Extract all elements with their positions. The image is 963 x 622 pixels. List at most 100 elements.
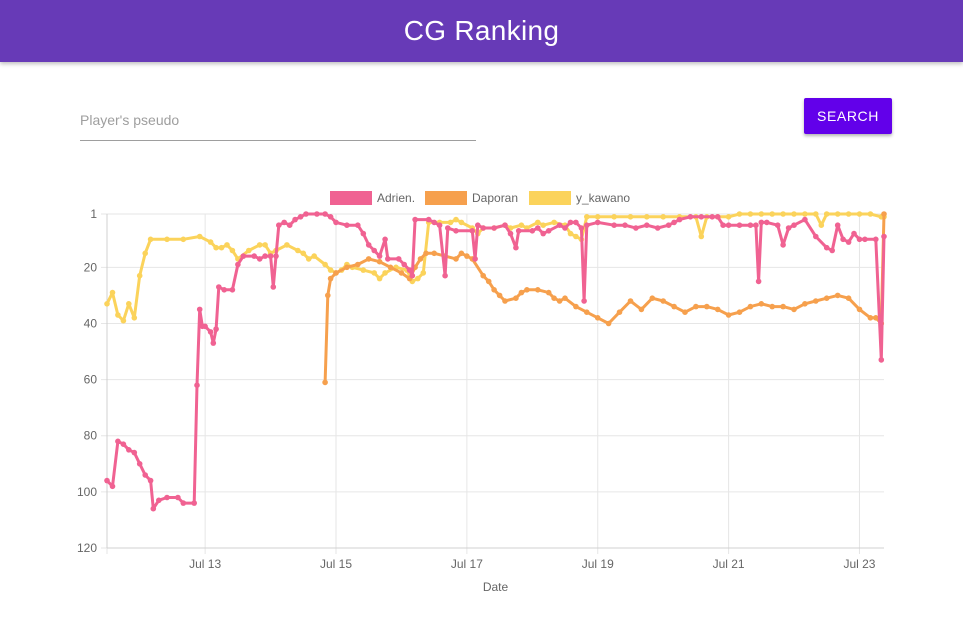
data-point	[431, 219, 438, 226]
x-tick-label: Jul 17	[451, 557, 483, 571]
y-tick-label: 20	[84, 260, 98, 274]
data-point	[856, 211, 863, 217]
data-point	[834, 211, 841, 217]
chart-grid	[101, 213, 884, 554]
y-tick-label: 120	[77, 541, 97, 555]
data-point	[845, 295, 852, 301]
data-point	[164, 494, 170, 501]
data-point	[314, 211, 320, 217]
data-point	[382, 236, 388, 243]
data-point	[213, 326, 219, 332]
data-point	[611, 222, 617, 228]
data-point	[802, 216, 808, 223]
app-bar: CG Ranking	[0, 0, 963, 62]
data-point	[420, 270, 427, 276]
app-title: CG Ranking	[403, 15, 560, 46]
y-tick-label: 1	[90, 207, 97, 221]
data-point	[791, 222, 797, 228]
data-point	[453, 256, 459, 262]
legend-item-y-kawano[interactable]: y_kawano	[529, 191, 630, 205]
data-point	[267, 253, 274, 259]
data-point	[295, 247, 301, 254]
data-point	[714, 306, 721, 313]
data-point	[535, 219, 541, 226]
search-button[interactable]: SEARCH	[804, 98, 892, 134]
data-point	[417, 256, 424, 262]
data-point	[120, 317, 127, 324]
data-point	[115, 438, 121, 445]
data-point	[311, 253, 318, 259]
legend-item-adrien[interactable]: Adrien.	[330, 191, 415, 205]
data-point	[567, 230, 574, 237]
series-daporan	[322, 211, 887, 386]
data-point	[415, 275, 421, 282]
data-point	[594, 219, 601, 226]
y-tick-label: 100	[77, 485, 97, 499]
data-point	[376, 258, 383, 265]
data-point	[834, 222, 841, 228]
data-point	[747, 303, 754, 310]
data-point	[126, 301, 132, 307]
legend-item-daporan[interactable]: Daporan	[425, 191, 518, 205]
x-tick-label: Jul 23	[843, 557, 875, 571]
data-point	[524, 287, 530, 293]
data-point	[229, 287, 236, 293]
data-point	[218, 244, 225, 251]
data-point	[616, 309, 623, 315]
data-point	[873, 315, 879, 321]
data-point	[540, 222, 546, 228]
data-point	[333, 270, 339, 276]
data-point	[406, 267, 413, 273]
data-point	[491, 225, 497, 231]
data-point	[823, 211, 830, 217]
data-point	[502, 222, 508, 228]
data-point	[605, 320, 612, 327]
data-point	[813, 211, 819, 217]
chart-legend: Adrien. Daporan y_kawano	[330, 191, 630, 205]
data-point	[126, 447, 132, 453]
search-field	[80, 104, 476, 141]
data-point	[791, 306, 797, 313]
data-point	[395, 256, 402, 262]
data-point	[224, 242, 230, 248]
data-point	[638, 306, 645, 313]
x-axis-label: Date	[483, 580, 509, 594]
data-point	[385, 256, 391, 262]
data-point	[355, 261, 361, 268]
data-point	[131, 315, 138, 321]
data-point	[813, 298, 819, 304]
data-point	[322, 261, 328, 268]
data-point	[747, 222, 754, 228]
data-point	[780, 211, 786, 217]
data-point	[136, 461, 143, 467]
data-point	[292, 216, 298, 223]
x-tick-label: Jul 15	[320, 557, 352, 571]
data-point	[136, 272, 143, 279]
data-point	[753, 222, 759, 228]
data-point	[862, 236, 868, 243]
series-line	[323, 212, 886, 384]
data-point	[246, 247, 252, 254]
data-point	[423, 250, 429, 257]
data-point	[785, 225, 792, 231]
data-point	[573, 219, 579, 226]
data-point	[469, 228, 476, 234]
data-point	[769, 211, 775, 217]
data-point	[453, 216, 459, 223]
data-point	[485, 278, 492, 285]
data-point	[300, 250, 307, 257]
data-point	[851, 230, 857, 237]
search-input[interactable]	[80, 104, 476, 136]
data-point	[409, 272, 416, 279]
data-point	[867, 315, 874, 321]
data-point	[256, 242, 263, 248]
data-point	[687, 214, 694, 220]
data-point	[698, 233, 705, 240]
data-point	[573, 233, 579, 240]
y-tick-label: 40	[84, 316, 98, 330]
data-point	[480, 225, 487, 231]
data-point	[774, 222, 781, 228]
data-point	[581, 298, 587, 304]
y-tick-label: 60	[84, 373, 98, 387]
